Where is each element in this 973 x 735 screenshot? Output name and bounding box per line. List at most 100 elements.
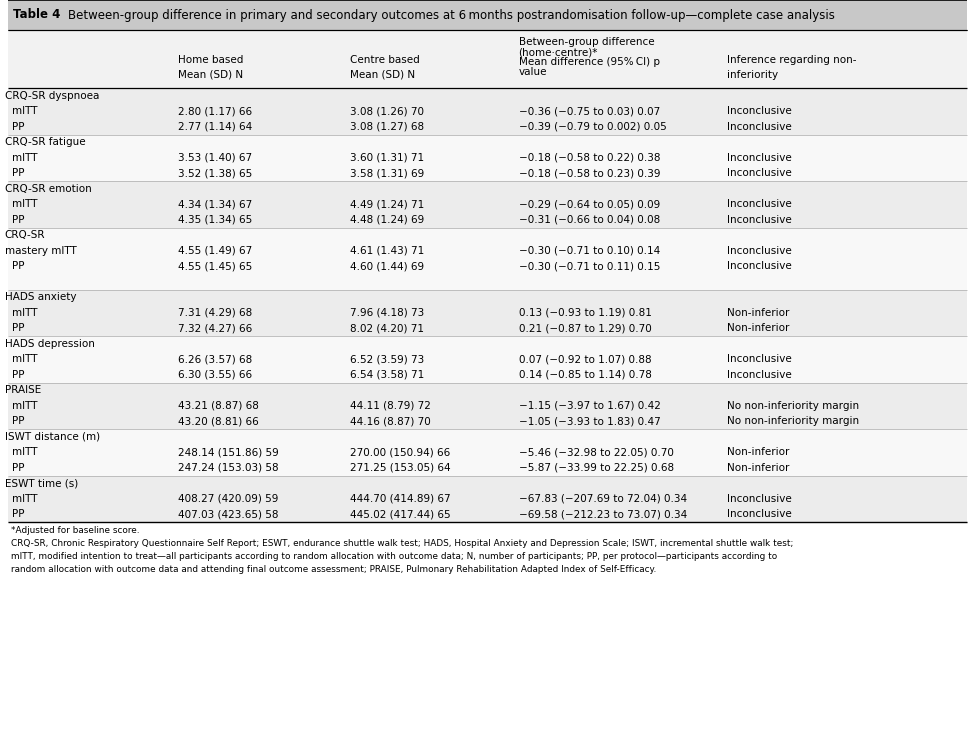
Text: −5.87 (−33.99 to 22.25) 0.68: −5.87 (−33.99 to 22.25) 0.68	[519, 463, 673, 473]
Text: 0.13 (−0.93 to 1.19) 0.81: 0.13 (−0.93 to 1.19) 0.81	[519, 308, 652, 318]
Text: ISWT distance (m): ISWT distance (m)	[5, 431, 100, 442]
Text: PP: PP	[12, 370, 24, 380]
Text: 8.02 (4.20) 71: 8.02 (4.20) 71	[350, 323, 424, 333]
Text: mITT: mITT	[12, 354, 37, 365]
Text: CRQ-SR emotion: CRQ-SR emotion	[5, 184, 91, 194]
Text: PP: PP	[12, 261, 24, 271]
Bar	[8, 88, 967, 135]
Text: −1.05 (−3.93 to 1.83) 0.47: −1.05 (−3.93 to 1.83) 0.47	[519, 416, 661, 426]
Text: 44.16 (8.87) 70: 44.16 (8.87) 70	[350, 416, 431, 426]
Text: 2.80 (1.17) 66: 2.80 (1.17) 66	[178, 107, 252, 116]
Text: −0.36 (−0.75 to 0.03) 0.07: −0.36 (−0.75 to 0.03) 0.07	[519, 107, 660, 116]
Text: 270.00 (150.94) 66: 270.00 (150.94) 66	[350, 448, 450, 457]
Text: No non-inferiority margin: No non-inferiority margin	[727, 401, 859, 411]
Text: inferiority: inferiority	[727, 70, 778, 80]
Text: −0.39 (−0.79 to 0.002) 0.05: −0.39 (−0.79 to 0.002) 0.05	[519, 122, 667, 132]
Text: 7.31 (4.29) 68: 7.31 (4.29) 68	[178, 308, 252, 318]
Bar	[8, 228, 967, 290]
Text: Non-inferior: Non-inferior	[727, 308, 789, 318]
Text: Inconclusive: Inconclusive	[727, 509, 792, 519]
Text: −69.58 (−212.23 to 73.07) 0.34: −69.58 (−212.23 to 73.07) 0.34	[519, 509, 687, 519]
Text: 3.58 (1.31) 69: 3.58 (1.31) 69	[350, 168, 424, 179]
Text: PP: PP	[12, 463, 24, 473]
Text: 4.49 (1.24) 71: 4.49 (1.24) 71	[350, 199, 424, 209]
Text: PP: PP	[12, 122, 24, 132]
Text: Inconclusive: Inconclusive	[727, 153, 792, 162]
Text: Inconclusive: Inconclusive	[727, 354, 792, 365]
Text: Inconclusive: Inconclusive	[727, 199, 792, 209]
Text: 7.32 (4.27) 66: 7.32 (4.27) 66	[178, 323, 252, 333]
Text: 4.55 (1.45) 65: 4.55 (1.45) 65	[178, 261, 252, 271]
Text: 3.52 (1.38) 65: 3.52 (1.38) 65	[178, 168, 252, 179]
Text: Between-group difference: Between-group difference	[519, 37, 654, 47]
Text: 7.96 (4.18) 73: 7.96 (4.18) 73	[350, 308, 424, 318]
Text: 3.08 (1.26) 70: 3.08 (1.26) 70	[350, 107, 424, 116]
Text: Centre based: Centre based	[350, 55, 420, 65]
Text: 6.54 (3.58) 71: 6.54 (3.58) 71	[350, 370, 424, 380]
Text: Home based: Home based	[178, 55, 243, 65]
Text: −0.31 (−0.66 to 0.04) 0.08: −0.31 (−0.66 to 0.04) 0.08	[519, 215, 660, 225]
Text: value: value	[519, 68, 547, 77]
Text: 248.14 (151.86) 59: 248.14 (151.86) 59	[178, 448, 279, 457]
Bar	[8, 30, 967, 88]
Bar	[8, 336, 967, 382]
Text: PRAISE: PRAISE	[5, 385, 41, 395]
Text: 247.24 (153.03) 58: 247.24 (153.03) 58	[178, 463, 278, 473]
Bar	[8, 476, 967, 522]
Text: CRQ-SR dyspnoea: CRQ-SR dyspnoea	[5, 90, 99, 101]
Text: 6.52 (3.59) 73: 6.52 (3.59) 73	[350, 354, 424, 365]
Text: mITT: mITT	[12, 153, 37, 162]
Text: No non-inferiority margin: No non-inferiority margin	[727, 416, 859, 426]
Text: mITT: mITT	[12, 448, 37, 457]
Text: 4.48 (1.24) 69: 4.48 (1.24) 69	[350, 215, 424, 225]
Text: CRQ-SR: CRQ-SR	[5, 230, 46, 240]
Text: −0.30 (−0.71 to 0.10) 0.14: −0.30 (−0.71 to 0.10) 0.14	[519, 245, 660, 256]
Text: Inconclusive: Inconclusive	[727, 261, 792, 271]
Text: 445.02 (417.44) 65: 445.02 (417.44) 65	[350, 509, 450, 519]
Text: −0.30 (−0.71 to 0.11) 0.15: −0.30 (−0.71 to 0.11) 0.15	[519, 261, 660, 271]
Text: HADS depression: HADS depression	[5, 339, 94, 348]
Text: mITT: mITT	[12, 401, 37, 411]
Text: −1.15 (−3.97 to 1.67) 0.42: −1.15 (−3.97 to 1.67) 0.42	[519, 401, 661, 411]
Text: *Adjusted for baseline score.: *Adjusted for baseline score.	[11, 526, 139, 534]
Text: mITT: mITT	[12, 199, 37, 209]
Text: mastery mITT: mastery mITT	[5, 245, 77, 256]
Text: Inconclusive: Inconclusive	[727, 122, 792, 132]
Text: Inference regarding non-: Inference regarding non-	[727, 55, 856, 65]
Text: 408.27 (420.09) 59: 408.27 (420.09) 59	[178, 494, 278, 503]
Text: 3.60 (1.31) 71: 3.60 (1.31) 71	[350, 153, 424, 162]
Text: Inconclusive: Inconclusive	[727, 168, 792, 179]
Text: 43.20 (8.81) 66: 43.20 (8.81) 66	[178, 416, 259, 426]
Bar	[8, 0, 967, 30]
Text: PP: PP	[12, 509, 24, 519]
Text: 407.03 (423.65) 58: 407.03 (423.65) 58	[178, 509, 278, 519]
Text: 3.53 (1.40) 67: 3.53 (1.40) 67	[178, 153, 252, 162]
Text: −0.18 (−0.58 to 0.23) 0.39: −0.18 (−0.58 to 0.23) 0.39	[519, 168, 660, 179]
Text: mITT: mITT	[12, 107, 37, 116]
Text: 2.77 (1.14) 64: 2.77 (1.14) 64	[178, 122, 252, 132]
Text: 6.30 (3.55) 66: 6.30 (3.55) 66	[178, 370, 252, 380]
Text: 3.08 (1.27) 68: 3.08 (1.27) 68	[350, 122, 424, 132]
Text: Non-inferior: Non-inferior	[727, 448, 789, 457]
Text: 4.55 (1.49) 67: 4.55 (1.49) 67	[178, 245, 252, 256]
Bar	[8, 429, 967, 476]
Text: Inconclusive: Inconclusive	[727, 245, 792, 256]
Text: 0.07 (−0.92 to 1.07) 0.88: 0.07 (−0.92 to 1.07) 0.88	[519, 354, 651, 365]
Text: 444.70 (414.89) 67: 444.70 (414.89) 67	[350, 494, 450, 503]
Text: mITT, modified intention to treat—all participants according to random allocatio: mITT, modified intention to treat—all pa…	[11, 552, 777, 561]
Text: PP: PP	[12, 323, 24, 333]
Text: −0.29 (−0.64 to 0.05) 0.09: −0.29 (−0.64 to 0.05) 0.09	[519, 199, 660, 209]
Text: Inconclusive: Inconclusive	[727, 215, 792, 225]
Text: Mean (SD) N: Mean (SD) N	[350, 70, 415, 80]
Text: 4.35 (1.34) 65: 4.35 (1.34) 65	[178, 215, 252, 225]
Text: 0.21 (−0.87 to 1.29) 0.70: 0.21 (−0.87 to 1.29) 0.70	[519, 323, 651, 333]
Text: 43.21 (8.87) 68: 43.21 (8.87) 68	[178, 401, 259, 411]
Text: 271.25 (153.05) 64: 271.25 (153.05) 64	[350, 463, 450, 473]
Text: 4.60 (1.44) 69: 4.60 (1.44) 69	[350, 261, 424, 271]
Text: Between-group difference in primary and secondary outcomes at 6 months postrando: Between-group difference in primary and …	[68, 9, 835, 21]
Text: −0.18 (−0.58 to 0.22) 0.38: −0.18 (−0.58 to 0.22) 0.38	[519, 153, 660, 162]
Text: CRQ-SR, Chronic Respiratory Questionnaire Self Report; ESWT, endurance shuttle w: CRQ-SR, Chronic Respiratory Questionnair…	[11, 539, 793, 548]
Text: 4.34 (1.34) 67: 4.34 (1.34) 67	[178, 199, 252, 209]
Text: −5.46 (−32.98 to 22.05) 0.70: −5.46 (−32.98 to 22.05) 0.70	[519, 448, 673, 457]
Text: Mean difference (95% CI) p: Mean difference (95% CI) p	[519, 57, 660, 68]
